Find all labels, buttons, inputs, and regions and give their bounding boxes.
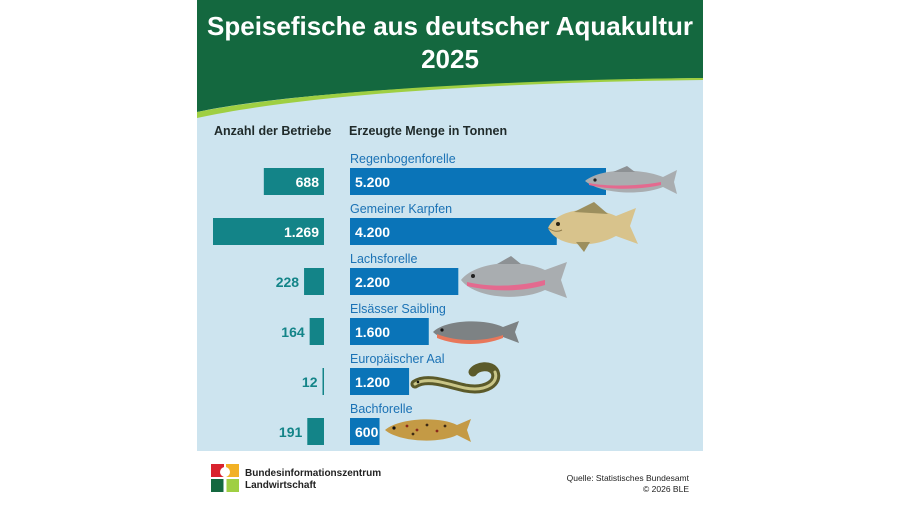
- footer: Bundesinformationszentrum Landwirtschaft…: [197, 451, 703, 506]
- farms-value-label: 1.269: [284, 224, 319, 240]
- farms-bar: [263, 168, 324, 195]
- ble-logo-icon: [211, 464, 239, 492]
- farms-bar: [322, 368, 324, 395]
- char-icon: [433, 321, 519, 344]
- category-label: Europäischer Aal: [350, 352, 445, 366]
- farms-value-label: 191: [279, 424, 303, 440]
- tonnage-bar: [350, 168, 606, 195]
- organization-line-2: Landwirtschaft: [245, 480, 317, 491]
- chart-title: Speisefische aus deutscher Aquakultur 20…: [207, 11, 693, 74]
- farms-bar: [304, 268, 324, 295]
- farms-value-label: 164: [281, 324, 305, 340]
- carp-icon: [547, 202, 638, 252]
- category-label: Elsässer Saibling: [350, 302, 446, 316]
- copyright-line: © 2026 BLE: [643, 484, 689, 494]
- organization-line-1: Bundesinformationszentrum: [245, 468, 382, 479]
- farms-value-label: 688: [296, 174, 320, 190]
- left-column-header: Anzahl der Betriebe: [214, 124, 332, 138]
- fish-illustrations: [385, 166, 677, 442]
- rainbow-trout-icon: [585, 166, 677, 194]
- farms-value-label: 228: [276, 274, 300, 290]
- organization-name: Bundesinformationszentrum Landwirtschaft: [245, 468, 381, 492]
- tonnage-bar: [350, 218, 557, 245]
- source-line: Quelle: Statistisches Bundesamt: [566, 473, 689, 483]
- salmon-trout-icon: [461, 256, 567, 298]
- tonnage-bar: [350, 368, 410, 395]
- right-column-header: Erzeugte Menge in Tonnen: [349, 124, 508, 138]
- category-label: Bachforelle: [350, 402, 413, 416]
- tonnage-bar: [350, 418, 380, 445]
- tonnage-value-label: 1.200: [355, 374, 390, 390]
- infographic-card: Speisefische aus deutscher Aquakultur 20…: [197, 0, 703, 506]
- brown-trout-icon: [385, 419, 471, 442]
- farms-bar: [309, 318, 324, 345]
- tonnage-bar: [350, 268, 459, 295]
- category-label: Lachsforelle: [350, 252, 417, 266]
- tonnage-bar: [350, 318, 429, 345]
- tonnage-value-label: 600: [355, 424, 379, 440]
- category-label: Gemeiner Karpfen: [350, 202, 452, 216]
- header-banner: [197, 0, 703, 118]
- chart-area: Regenbogenforelle 5.200 688 Gemeiner Karpfe…: [213, 152, 677, 445]
- farms-value-label: 12: [302, 374, 318, 390]
- tonnage-value-label: 5.200: [355, 174, 390, 190]
- farms-bar: [213, 218, 324, 245]
- eel-icon: [410, 362, 501, 394]
- farms-bar: [307, 418, 324, 445]
- tonnage-value-label: 4.200: [355, 224, 390, 240]
- tonnage-value-label: 1.600: [355, 324, 390, 340]
- category-label: Regenbogenforelle: [350, 152, 456, 166]
- source-note: Quelle: Statistisches Bundesamt © 2026 B…: [567, 473, 689, 495]
- tonnage-value-label: 2.200: [355, 274, 390, 290]
